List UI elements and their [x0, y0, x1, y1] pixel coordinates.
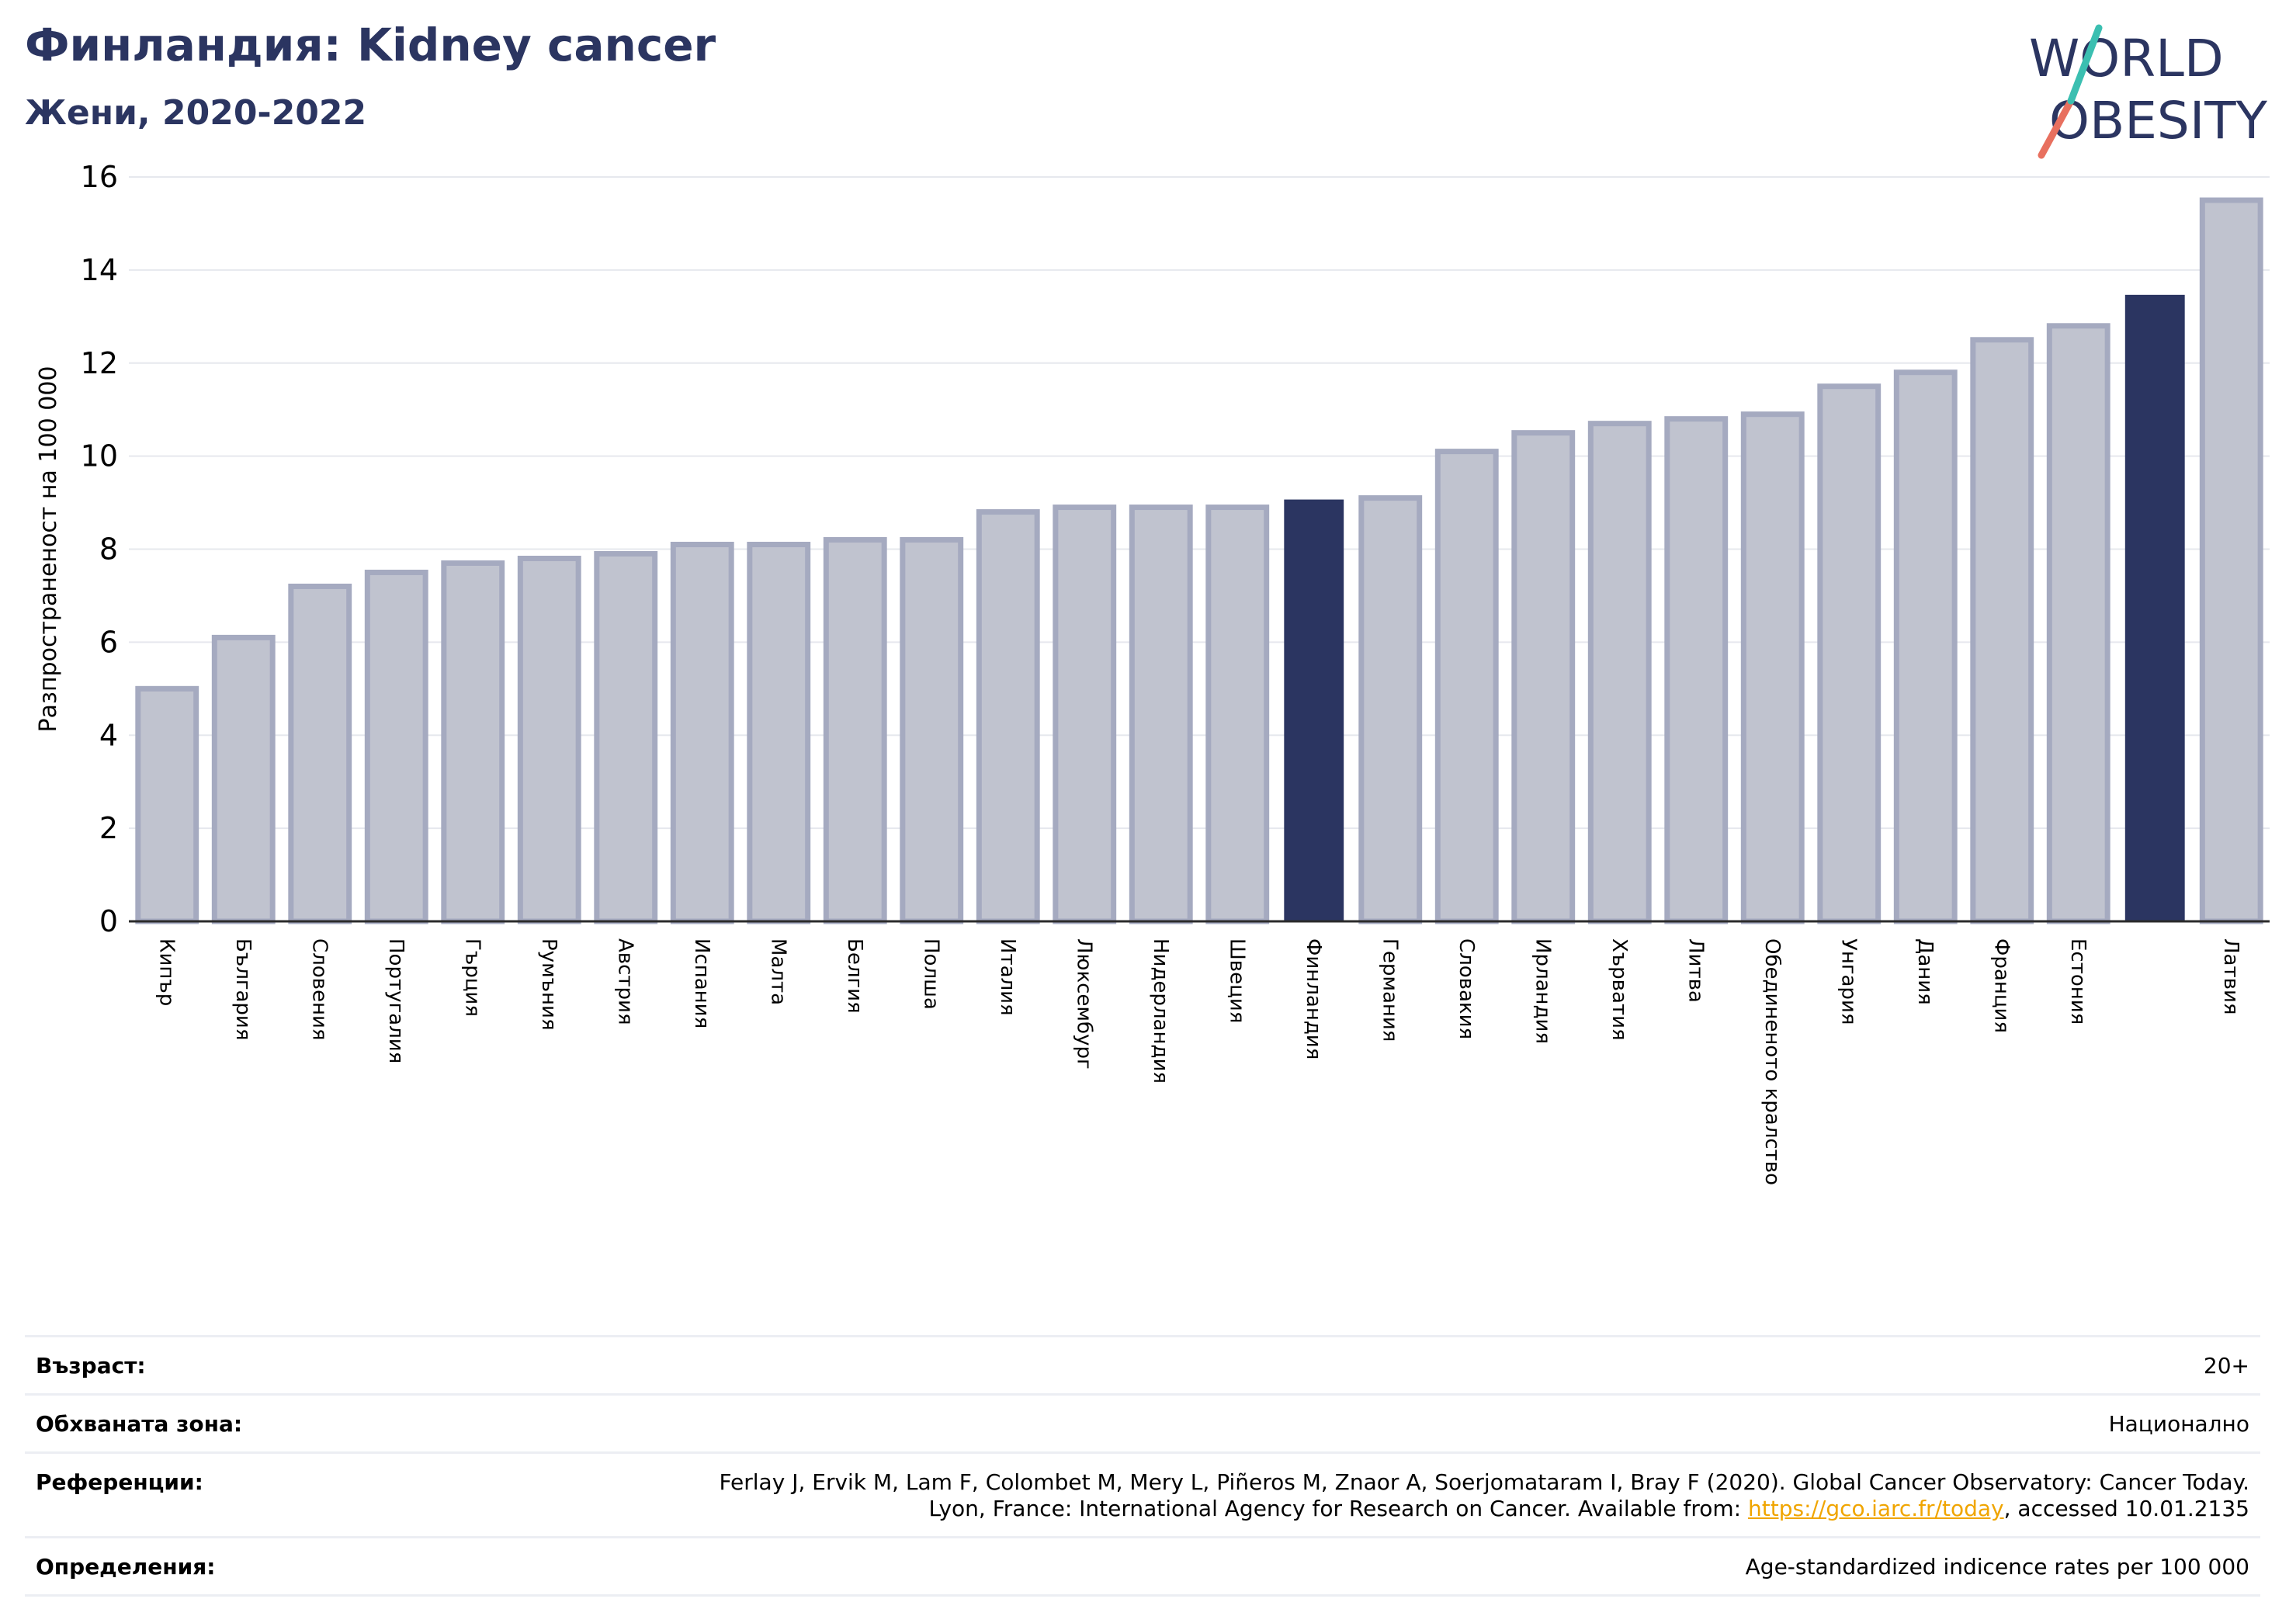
bar — [670, 542, 734, 924]
y-tick-label: 0 — [99, 904, 118, 938]
bar — [2046, 323, 2110, 924]
bar — [211, 634, 276, 924]
x-tick-label: Кипър — [154, 938, 178, 1006]
x-tick-label: Словакия — [1455, 938, 1478, 1039]
coverage-value: Национално — [2108, 1411, 2249, 1437]
chart-subtitle: Жени, 2020-2022 — [25, 93, 367, 133]
bar — [1129, 505, 1193, 924]
age-value: 20+ — [2203, 1353, 2249, 1379]
age-label: Възраст: — [36, 1353, 146, 1379]
logo-line1: WORLD — [2029, 29, 2224, 88]
bar — [976, 509, 1040, 924]
x-tick-label: Естония — [2066, 938, 2090, 1025]
info-row-definitions: Определения: Age-standardized indicence … — [25, 1536, 2260, 1597]
bar — [1970, 337, 2034, 924]
bar — [1587, 421, 1652, 924]
x-tick-label: Люксембург — [1072, 938, 1095, 1070]
bar — [1817, 383, 1882, 924]
references-line2-prefix: Lyon, France: International Agency for R… — [928, 1496, 1748, 1521]
logo-slash-upper — [2067, 24, 2103, 105]
chart-title: Финландия: Kidney cancer — [25, 19, 716, 71]
x-tick-label: Литва — [1684, 938, 1707, 1003]
x-tick-label: Италия — [996, 938, 1019, 1016]
x-tick-label: Полша — [919, 938, 942, 1010]
bar — [1284, 499, 1344, 922]
y-tick-label: 6 — [99, 625, 118, 659]
bar — [1053, 505, 1117, 924]
x-tick-label: Дания — [1913, 938, 1937, 1005]
bar — [823, 537, 887, 924]
bar — [517, 555, 581, 924]
x-tick-label: Финландия — [1302, 938, 1325, 1059]
info-row-references: Референции: Ferlay J, Ervik M, Lam F, Co… — [25, 1451, 2260, 1536]
x-tick-label: Швеция — [1225, 938, 1248, 1023]
bar-chart: 0 2 4 6 8 10 12 14 16 Разпространеност на 100 000… — [35, 160, 2270, 1185]
y-tick-label: 12 — [81, 346, 118, 380]
definitions-label: Определения: — [36, 1554, 216, 1580]
y-axis-label: Разпространеност на 100 000 — [35, 366, 62, 733]
x-tick-label: България — [231, 938, 255, 1040]
bar — [1511, 430, 1576, 924]
bar — [1664, 416, 1729, 924]
x-tick-label: Белгия — [843, 938, 866, 1014]
logo-line2: OBESITY — [2049, 91, 2268, 151]
references-label: Референции: — [36, 1469, 203, 1495]
y-tick-label: 2 — [99, 811, 118, 845]
info-table: Възраст: 20+ Обхваната зона: Национално … — [25, 1335, 2260, 1597]
x-tick-label: Португалия — [384, 938, 408, 1063]
bar — [441, 560, 505, 924]
info-row-coverage: Обхваната зона: Национално — [25, 1393, 2260, 1451]
x-tick-label: Ирландия — [1531, 938, 1554, 1044]
bar — [594, 550, 658, 924]
references-link[interactable]: https://gco.iarc.fr/today — [1748, 1496, 2004, 1521]
y-tick-label: 10 — [81, 439, 118, 473]
references-line2-suffix: , accessed 10.01.2135 — [2003, 1496, 2249, 1521]
bar — [900, 537, 964, 924]
x-tick-label: Румъния — [537, 938, 560, 1031]
x-tick-label: Австрия — [613, 938, 636, 1025]
x-tick-label: Словения — [307, 938, 331, 1041]
x-tick-label: Германия — [1378, 938, 1401, 1042]
x-tick-label: Обединеното кралство — [1760, 938, 1784, 1185]
bar — [2199, 197, 2263, 924]
y-tick-label: 16 — [81, 160, 118, 194]
y-tick-label: 8 — [99, 532, 118, 567]
x-tick-label: Нидерландия — [1149, 938, 1172, 1084]
x-tick-label: Хърватия — [1608, 938, 1631, 1041]
coverage-label: Обхваната зона: — [36, 1411, 243, 1437]
bar — [288, 583, 352, 924]
bar — [1740, 411, 1805, 924]
references-line1: Ferlay J, Ervik M, Lam F, Colombet M, Me… — [719, 1469, 2249, 1495]
y-tick-label: 4 — [99, 718, 118, 752]
x-tick-label: Малта — [766, 938, 789, 1005]
bar — [1893, 369, 1958, 924]
bar — [1205, 505, 1270, 924]
logo-slash-lower — [2038, 97, 2075, 159]
bar — [1358, 495, 1423, 924]
bar — [747, 542, 811, 924]
world-obesity-logo: WORLD OBESITY — [2029, 24, 2268, 159]
bar — [135, 685, 199, 924]
x-tick-label: Испания — [690, 938, 713, 1028]
bar — [1434, 449, 1499, 924]
x-tick-label: Унгария — [1836, 938, 1860, 1025]
bar — [364, 569, 428, 924]
references-value: Ferlay J, Ervik M, Lam F, Colombet M, Me… — [719, 1469, 2249, 1522]
definitions-value: Age-standardized indicence rates per 100… — [1745, 1554, 2249, 1580]
x-tick-label: Гърция — [460, 938, 484, 1017]
info-row-age: Възраст: 20+ — [25, 1335, 2260, 1393]
bar — [2124, 294, 2185, 922]
y-tick-label: 14 — [81, 253, 118, 287]
x-tick-label: Латвия — [2219, 938, 2242, 1015]
x-tick-label: Франция — [1989, 938, 2013, 1033]
